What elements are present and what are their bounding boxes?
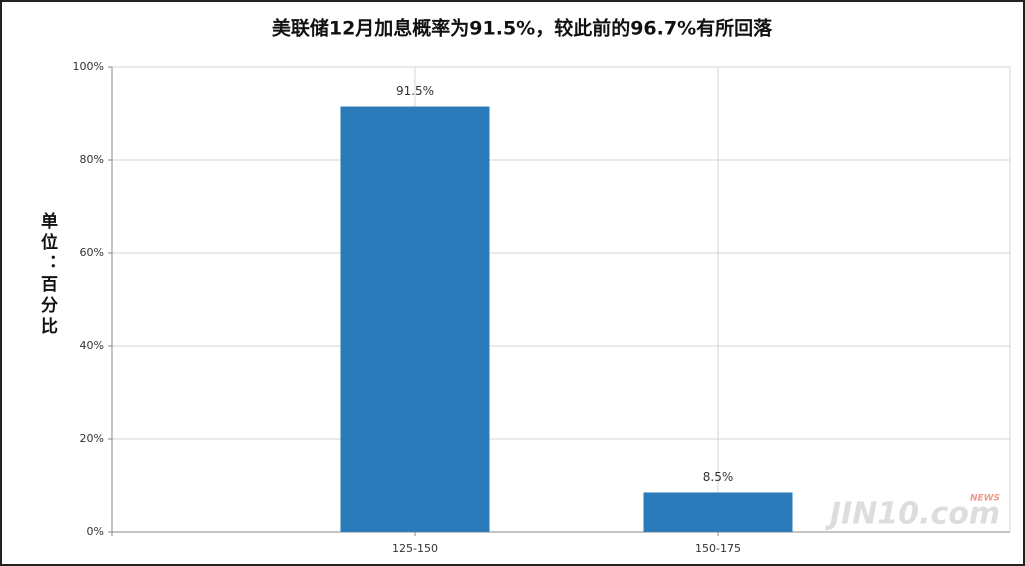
data-label: 91.5% (396, 84, 434, 98)
watermark: JIN10.com (825, 497, 1000, 532)
x-tick-label: 125-150 (392, 542, 438, 555)
y-tick-label: 80% (80, 153, 104, 166)
chart-title: 美联储12月加息概率为91.5%，较此前的96.7%有所回落 (272, 17, 773, 40)
watermark-badge: NEWS (970, 494, 1000, 504)
data-label: 8.5% (703, 470, 734, 484)
bar (340, 106, 490, 533)
y-tick-label: 20% (80, 432, 104, 445)
y-tick-label: 100% (73, 60, 104, 73)
bar (643, 492, 793, 532)
y-tick-label: 60% (80, 246, 104, 259)
y-tick-label: 40% (80, 339, 104, 352)
x-tick-label: 150-175 (695, 542, 741, 555)
y-axis-title: 单位：百分比 (37, 211, 58, 338)
y-tick-label: 0% (87, 525, 104, 538)
